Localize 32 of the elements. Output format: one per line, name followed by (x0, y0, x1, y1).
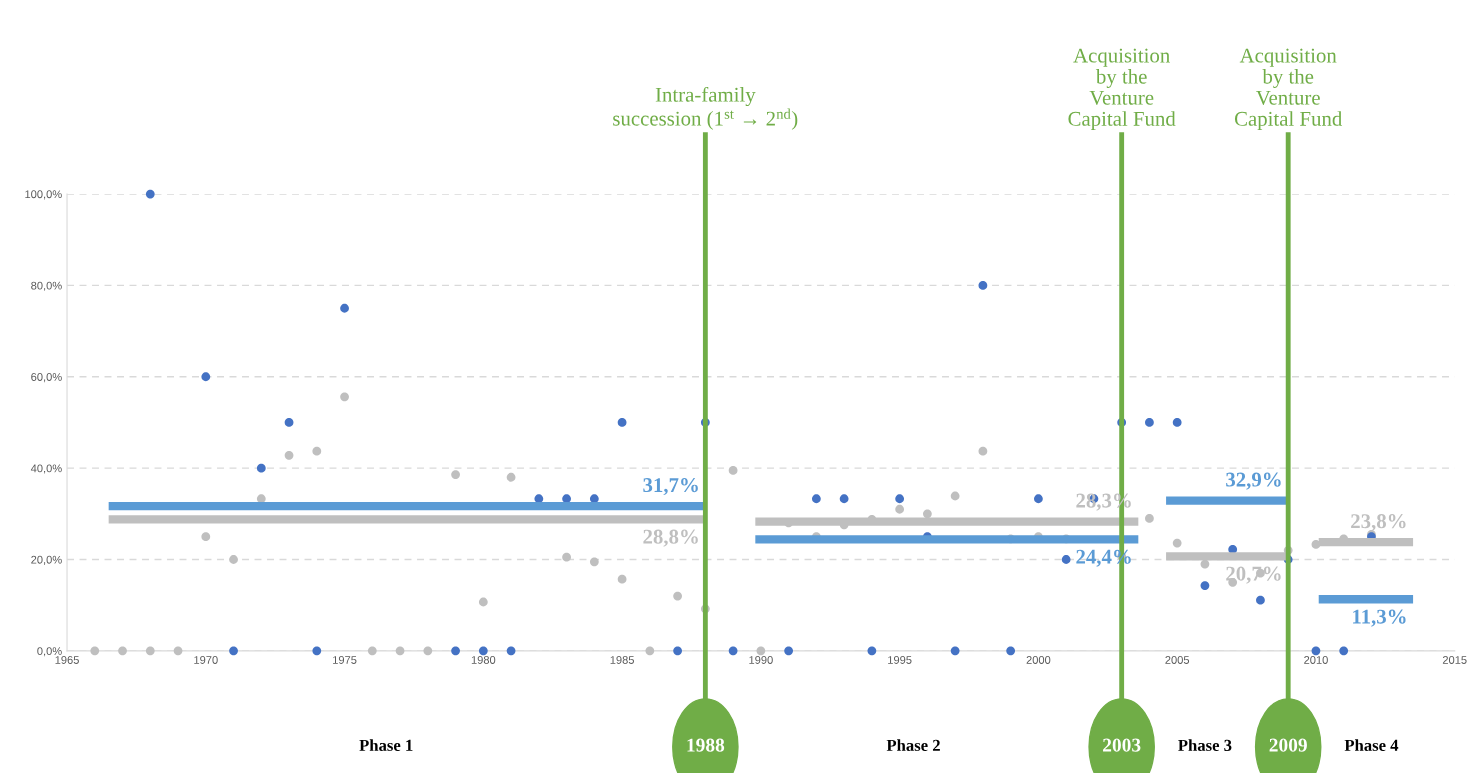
x-tick-label: 2000 (1026, 656, 1051, 664)
data-label: 31,7% (643, 478, 698, 496)
ref-line-label: 2003 (1103, 738, 1141, 752)
x-tick-label: 2005 (1165, 656, 1190, 664)
ref-line-label: 1988 (687, 738, 725, 752)
text: Phase 1 (359, 739, 413, 751)
y-tick-label: 80,0% (31, 281, 62, 291)
ref-line-label: 2009 (1269, 738, 1307, 752)
x-tick-label: 1990 (749, 656, 773, 664)
x-tick-label: 1965 (55, 656, 79, 664)
data-label: 11,3% (1353, 609, 1406, 627)
text: Phase 2 (886, 739, 940, 751)
text: Intra-family succession (1$^{st}$ → 2$^{nd}$) (613, 86, 798, 130)
y-tick-label: 100,0% (25, 190, 62, 200)
text: Acquisition by the Venture Capital Fund (1068, 48, 1176, 131)
y-tick-label: 20,0% (31, 555, 62, 565)
x-tick-label: 2010 (1304, 656, 1328, 664)
x-tick-label: 1995 (888, 656, 912, 664)
x-tick-label: 2015 (1442, 656, 1467, 664)
data-label: 28,8% (643, 529, 698, 547)
text: Acquisition by the Venture Capital Fund (1234, 48, 1343, 131)
x-tick-label: 1985 (610, 656, 634, 664)
data-label: 32,9% (1226, 472, 1281, 490)
y-tick-label: 0,0% (37, 647, 62, 657)
x-tick-label: 1980 (471, 656, 496, 664)
x-tick-label: 1970 (194, 656, 218, 664)
x-tick-label: 1975 (333, 656, 357, 664)
data-label: 23,8% (1351, 514, 1406, 532)
y-tick-label: 60,0% (31, 373, 62, 383)
text: Phase 4 (1344, 739, 1399, 751)
text: Phase 3 (1178, 739, 1232, 751)
y-tick-label: 40,0% (30, 464, 62, 474)
